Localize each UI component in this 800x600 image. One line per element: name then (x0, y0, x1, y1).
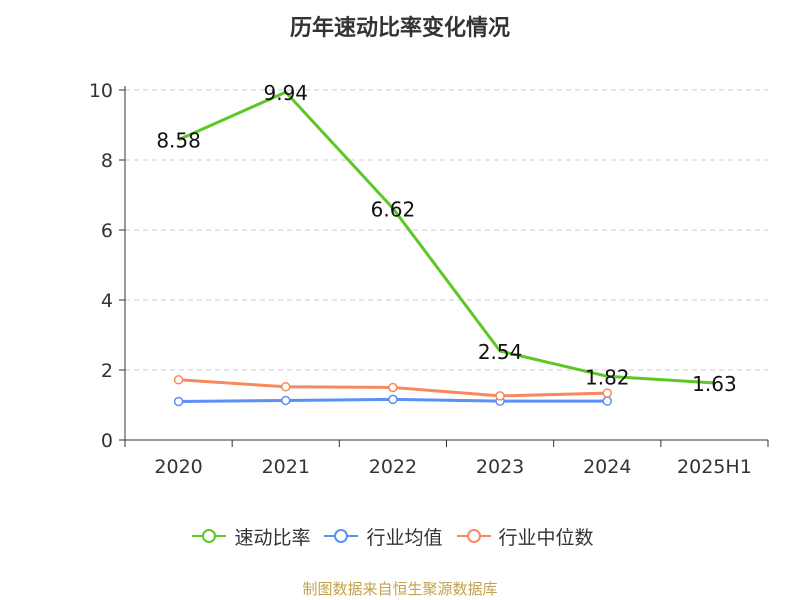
x-tick-label: 2023 (476, 456, 524, 478)
legend-item-quick-ratio[interactable]: 速动比率 (192, 523, 310, 550)
legend-label: 速动比率 (234, 526, 311, 549)
data-label: 6.62 (371, 197, 416, 221)
y-tick-label: 6 (101, 220, 113, 242)
x-tick-label: 2025H1 (677, 456, 752, 478)
series-point-3 (495, 391, 505, 401)
legend-line-marker-icon (192, 529, 227, 543)
series-point-3 (173, 375, 184, 385)
series-point-2 (388, 394, 398, 405)
legend-item-industry-median[interactable]: 行业中位数 (456, 523, 594, 550)
x-tick-label: 2024 (583, 456, 631, 478)
legend-label: 行业均值 (366, 526, 443, 549)
y-tick-label: 10 (89, 80, 113, 102)
legend: 速动比率 行业均值 行业中位数 (0, 521, 800, 551)
y-tick-label: 8 (101, 150, 113, 172)
chart-title: 历年速动比率变化情况 (289, 16, 510, 41)
y-tick-label: 0 (101, 430, 113, 452)
legend-line-marker-icon (456, 529, 491, 543)
legend-item-industry-mean[interactable]: 行业均值 (324, 523, 443, 550)
data-label: 1.82 (585, 365, 630, 389)
series-point-2 (173, 396, 184, 407)
legend-line-marker-icon (324, 529, 359, 543)
x-tick-label: 2020 (154, 456, 202, 478)
x-tick-label: 2022 (369, 456, 417, 478)
data-label: 9.94 (263, 81, 308, 105)
series-point-2 (281, 395, 291, 406)
series-point-3 (281, 382, 291, 392)
legend-label: 行业中位数 (498, 526, 594, 549)
data-label: 1.63 (692, 372, 737, 396)
series-point-3 (388, 382, 398, 393)
x-tick-label: 2021 (262, 456, 310, 478)
series-point-3 (602, 388, 612, 398)
data-label: 8.58 (156, 129, 201, 153)
series-line-1 (177, 90, 715, 385)
data-source-note: 制图数据来自恒生聚源数据库 (302, 580, 498, 598)
y-tick-label: 2 (101, 360, 113, 382)
data-label: 2.54 (478, 340, 523, 364)
series-point-2 (602, 396, 612, 406)
y-tick-label: 4 (101, 290, 113, 312)
